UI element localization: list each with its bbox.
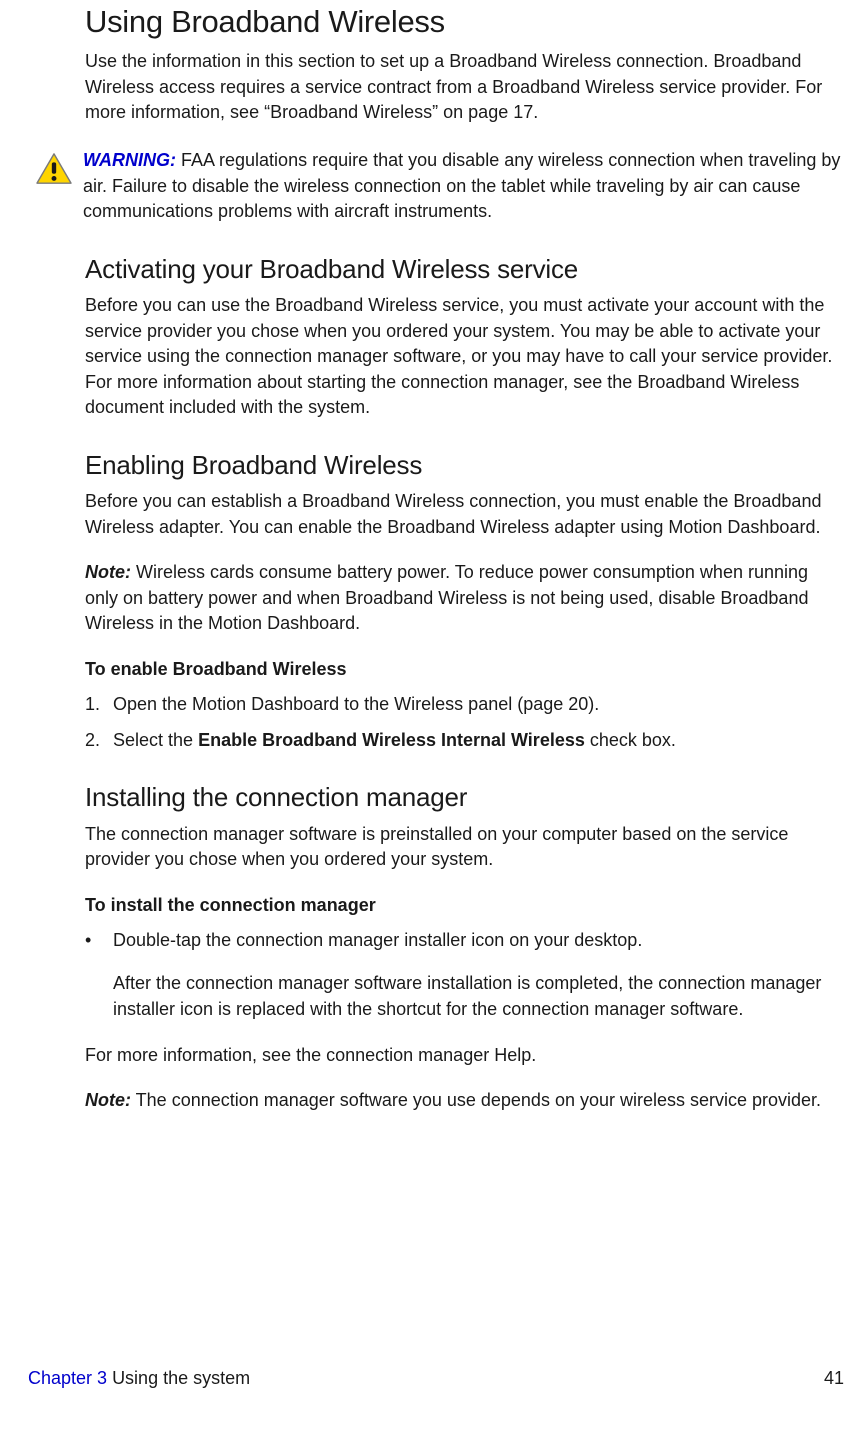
section3-note: Note: Wireless cards consume battery pow… bbox=[85, 560, 841, 637]
section3-step2-bold: Enable Broadband Wireless Internal Wirel… bbox=[198, 730, 585, 750]
section3-step2: 2. Select the Enable Broadband Wireless … bbox=[85, 728, 841, 754]
section4-note-label: Note: bbox=[85, 1090, 131, 1110]
section4-bullet: • Double-tap the connection manager inst… bbox=[85, 928, 841, 954]
section4-bullet-text: Double-tap the connection manager instal… bbox=[113, 928, 841, 954]
section4-note-text: The connection manager software you use … bbox=[131, 1090, 821, 1110]
section4-proc-title: To install the connection manager bbox=[85, 893, 841, 918]
footer-chapter: Chapter 3 bbox=[28, 1368, 112, 1388]
section3-step2-body: Select the Enable Broadband Wireless Int… bbox=[113, 728, 841, 754]
footer-left: Chapter 3 Using the system bbox=[28, 1366, 250, 1391]
section3-step1-text: Open the Motion Dashboard to the Wireles… bbox=[113, 692, 841, 718]
section3-proc-title: To enable Broadband Wireless bbox=[85, 657, 841, 682]
page-footer: Chapter 3 Using the system 41 bbox=[28, 1366, 844, 1391]
section4-para2: For more information, see the connection… bbox=[85, 1043, 841, 1069]
section3-para1: Before you can establish a Broadband Wir… bbox=[85, 489, 841, 540]
section1-para1: Use the information in this section to s… bbox=[85, 49, 841, 126]
section3-step2-post: check box. bbox=[585, 730, 676, 750]
section2-title: Activating your Broadband Wireless servi… bbox=[85, 251, 841, 287]
page-content: Using Broadband Wireless Use the informa… bbox=[0, 0, 866, 1114]
section3-step2-pre: Select the bbox=[113, 730, 198, 750]
section2-para1: Before you can use the Broadband Wireles… bbox=[85, 293, 841, 421]
footer-section: Using the system bbox=[112, 1368, 250, 1388]
section4-after-bullet: After the connection manager software in… bbox=[113, 971, 841, 1022]
section3-title: Enabling Broadband Wireless bbox=[85, 447, 841, 483]
warning-label: WARNING: bbox=[83, 150, 176, 170]
warning-text: WARNING: FAA regulations require that yo… bbox=[83, 148, 841, 225]
section3-step1: 1. Open the Motion Dashboard to the Wire… bbox=[85, 692, 841, 718]
section3-step2-num: 2. bbox=[85, 728, 113, 754]
section1-title: Using Broadband Wireless bbox=[85, 0, 841, 43]
section3-note-label: Note: bbox=[85, 562, 131, 582]
section4-bullet-marker: • bbox=[85, 928, 113, 954]
warning-icon bbox=[35, 152, 73, 186]
section3-step1-num: 1. bbox=[85, 692, 113, 718]
warning-body: FAA regulations require that you disable… bbox=[83, 150, 840, 221]
warning-block: WARNING: FAA regulations require that yo… bbox=[35, 148, 841, 225]
section4-title: Installing the connection manager bbox=[85, 779, 841, 815]
section4-para1: The connection manager software is prein… bbox=[85, 822, 841, 873]
section4-note: Note: The connection manager software yo… bbox=[85, 1088, 841, 1114]
section3-note-text: Wireless cards consume battery power. To… bbox=[85, 562, 808, 633]
footer-page-number: 41 bbox=[824, 1366, 844, 1391]
